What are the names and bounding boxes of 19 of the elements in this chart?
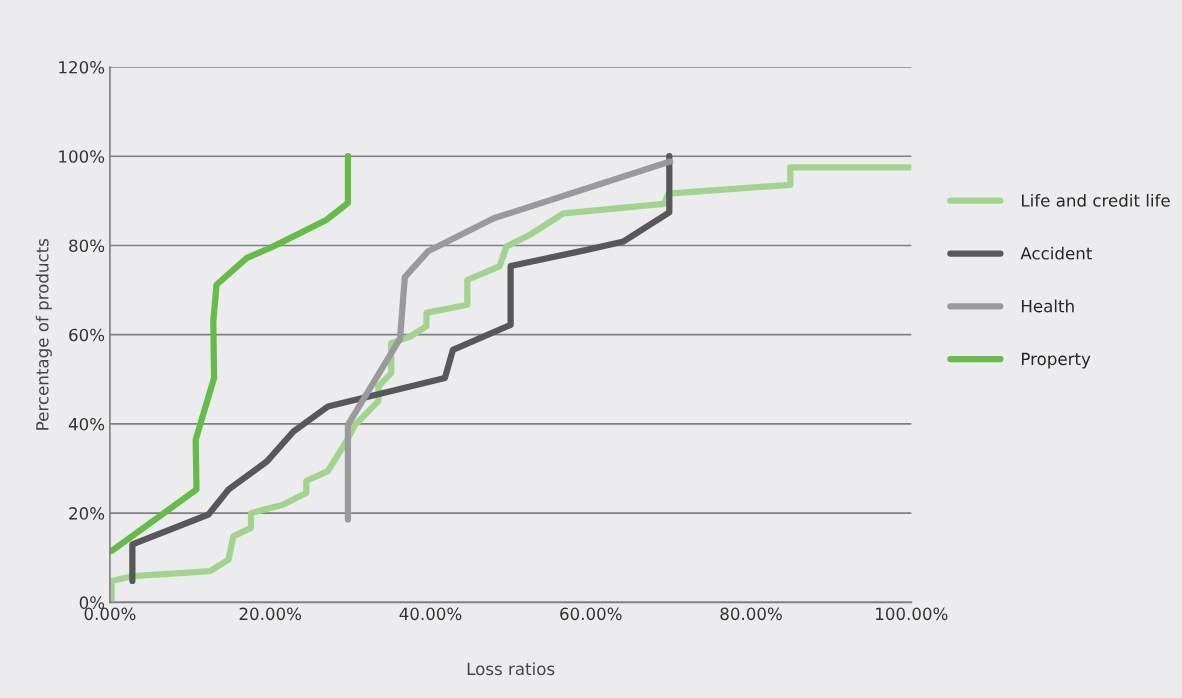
x-axis-title: Loss ratios [467, 662, 555, 676]
y-tick-label: 20% [69, 507, 105, 520]
x-tick-label: 60.00% [560, 607, 622, 621]
y-tick-label: 40% [68, 417, 105, 431]
x-tick-label: 0.00% [84, 607, 136, 621]
y-tick-label: 100% [59, 150, 105, 163]
legend-label: Accident [1020, 246, 1092, 260]
x-tick-label: 80.00% [720, 607, 782, 621]
x-tick-label: 40.00% [399, 607, 462, 621]
x-tick-label: 100.00% [876, 607, 948, 621]
legend-label: Property [1022, 352, 1091, 369]
y-axis-title: Percentage of products [35, 238, 52, 430]
y-tick-label: 120% [59, 60, 105, 74]
x-tick-label: 20.00% [239, 607, 302, 621]
legend-label: Health [1022, 299, 1074, 313]
y-tick-label: 60% [69, 328, 105, 342]
legend-label: Life and credit life [1022, 193, 1170, 207]
y-tick-label: 0% [79, 596, 105, 609]
y-tick-label: 80% [69, 239, 105, 253]
